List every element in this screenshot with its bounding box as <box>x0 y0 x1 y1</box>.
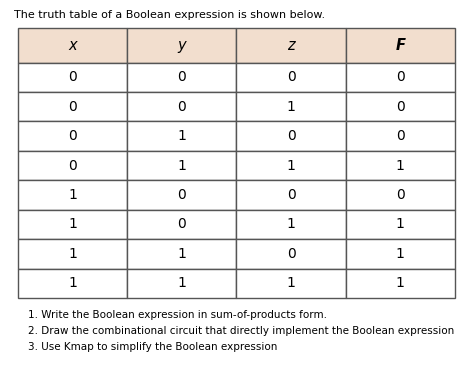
Bar <box>237 210 346 239</box>
Text: 0: 0 <box>396 100 405 114</box>
Text: 2. Draw the combinational circuit that directly implement the Boolean expression: 2. Draw the combinational circuit that d… <box>28 326 454 336</box>
Text: The truth table of a Boolean expression is shown below.: The truth table of a Boolean expression … <box>14 10 325 20</box>
Bar <box>237 122 346 151</box>
Text: 1: 1 <box>287 100 296 114</box>
Text: 0: 0 <box>68 158 77 173</box>
Bar <box>18 151 127 180</box>
Text: 1: 1 <box>177 276 186 290</box>
Text: 1: 1 <box>68 276 77 290</box>
Bar <box>346 28 455 62</box>
Bar <box>127 151 237 180</box>
Bar <box>127 180 237 210</box>
Text: y: y <box>178 38 186 53</box>
Bar <box>237 28 346 62</box>
Bar <box>346 151 455 180</box>
Bar <box>18 92 127 122</box>
Text: 1: 1 <box>177 158 186 173</box>
Text: 0: 0 <box>177 188 186 202</box>
Text: 0: 0 <box>177 100 186 114</box>
Text: 1: 1 <box>287 276 296 290</box>
Text: 1: 1 <box>396 276 405 290</box>
Text: 3. Use Kmap to simplify the Boolean expression: 3. Use Kmap to simplify the Boolean expr… <box>28 342 277 352</box>
Bar <box>18 180 127 210</box>
Bar <box>237 269 346 298</box>
Text: z: z <box>287 38 295 53</box>
Bar <box>127 239 237 269</box>
Text: 1: 1 <box>177 247 186 261</box>
Bar <box>18 28 127 62</box>
Bar <box>127 269 237 298</box>
Bar <box>237 92 346 122</box>
Bar <box>237 62 346 92</box>
Bar <box>346 239 455 269</box>
Bar <box>127 28 237 62</box>
Bar <box>18 239 127 269</box>
Text: 1: 1 <box>396 218 405 231</box>
Bar <box>346 92 455 122</box>
Text: 1: 1 <box>68 188 77 202</box>
Bar <box>127 210 237 239</box>
Text: 0: 0 <box>68 129 77 143</box>
Bar <box>237 180 346 210</box>
Text: 0: 0 <box>177 218 186 231</box>
Bar <box>346 122 455 151</box>
Text: 1: 1 <box>396 247 405 261</box>
Bar <box>127 122 237 151</box>
Bar <box>18 62 127 92</box>
Text: 0: 0 <box>287 188 295 202</box>
Bar <box>127 62 237 92</box>
Bar <box>18 210 127 239</box>
Bar <box>237 239 346 269</box>
Bar <box>346 62 455 92</box>
Text: 0: 0 <box>177 70 186 84</box>
Text: 0: 0 <box>68 100 77 114</box>
Text: 1: 1 <box>287 218 296 231</box>
Bar <box>18 122 127 151</box>
Text: F: F <box>395 38 405 53</box>
Text: 0: 0 <box>396 70 405 84</box>
Text: 0: 0 <box>396 129 405 143</box>
Text: 0: 0 <box>287 247 295 261</box>
Bar <box>346 180 455 210</box>
Text: 1: 1 <box>287 158 296 173</box>
Bar <box>18 269 127 298</box>
Bar <box>346 269 455 298</box>
Bar <box>127 92 237 122</box>
Text: 0: 0 <box>396 188 405 202</box>
Text: 1: 1 <box>68 247 77 261</box>
Text: 0: 0 <box>68 70 77 84</box>
Text: 0: 0 <box>287 129 295 143</box>
Text: 1. Write the Boolean expression in sum-of-products form.: 1. Write the Boolean expression in sum-o… <box>28 310 327 320</box>
Text: 1: 1 <box>396 158 405 173</box>
Text: x: x <box>68 38 77 53</box>
Text: 0: 0 <box>287 70 295 84</box>
Text: 1: 1 <box>177 129 186 143</box>
Bar <box>346 210 455 239</box>
Text: 1: 1 <box>68 218 77 231</box>
Bar <box>237 151 346 180</box>
